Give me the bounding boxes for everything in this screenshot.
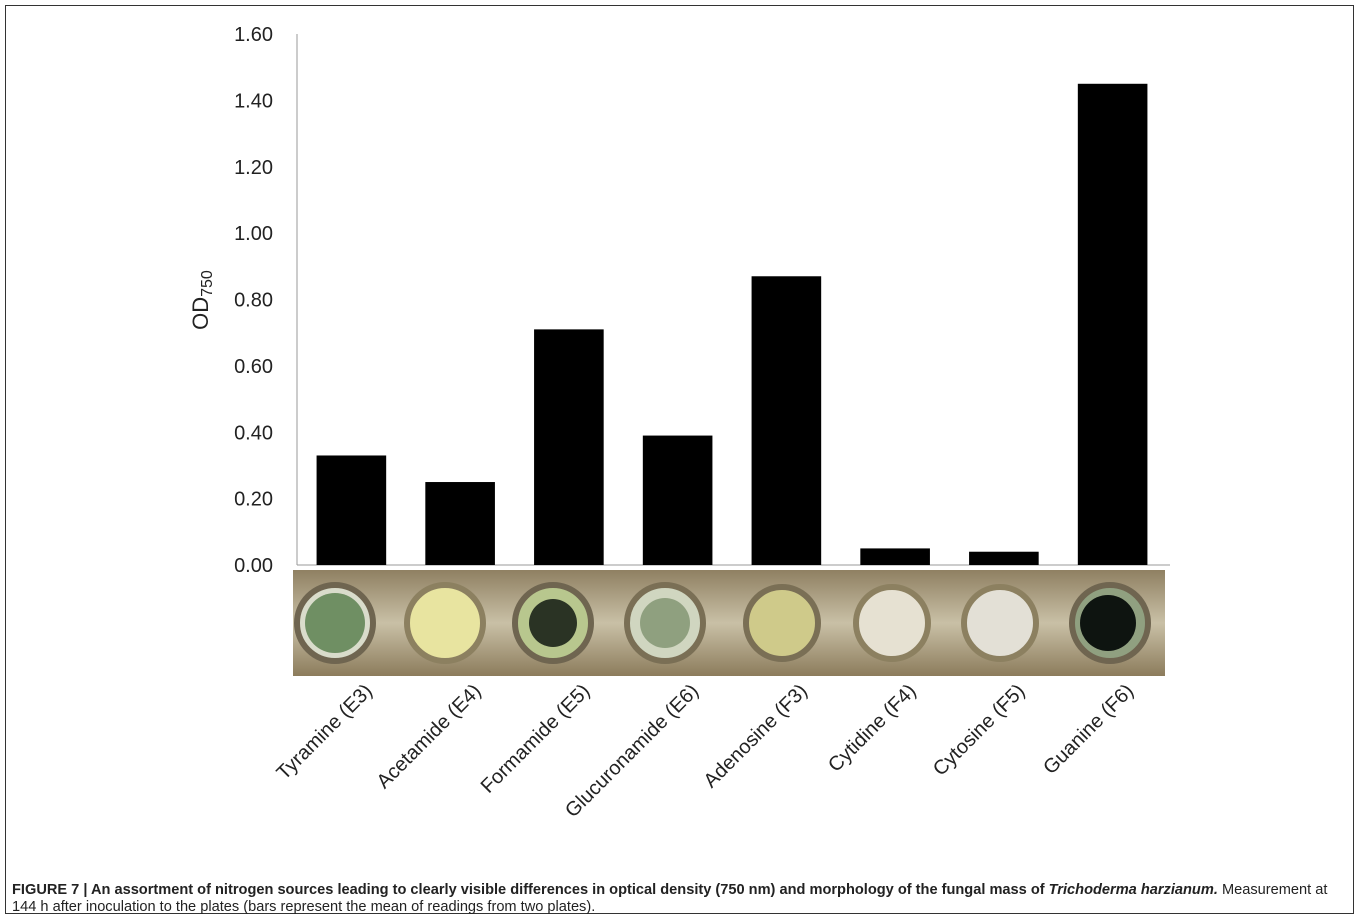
x-tick-label: Adenosine (F3) bbox=[700, 680, 812, 792]
x-tick-label: Tyramine (E3) bbox=[273, 680, 377, 784]
y-tick-label: 0.60 bbox=[234, 356, 273, 378]
x-tick-label: Acetamide (E4) bbox=[373, 680, 486, 793]
caption-lead: FIGURE 7 | An assortment of nitrogen sou… bbox=[12, 882, 1045, 898]
caption: FIGURE 7 | An assortment of nitrogen sou… bbox=[12, 882, 1352, 916]
x-tick-label: Guanine (F6) bbox=[1039, 680, 1138, 779]
bar bbox=[317, 455, 387, 565]
bar bbox=[752, 276, 822, 565]
bar bbox=[969, 552, 1039, 565]
y-tick-label: 1.20 bbox=[234, 157, 273, 179]
y-tick-label: 0.00 bbox=[234, 555, 273, 577]
x-tick-label: Formamide (E5) bbox=[477, 680, 595, 798]
bar bbox=[1078, 84, 1148, 565]
y-tick-label: 0.20 bbox=[234, 489, 273, 511]
y-tick-label: 1.00 bbox=[234, 223, 273, 245]
y-axis-label-main: OD bbox=[188, 297, 213, 330]
y-tick-label: 1.40 bbox=[234, 90, 273, 112]
plate-photo bbox=[293, 570, 1165, 676]
y-axis-label-subscript: 750 bbox=[199, 270, 216, 297]
caption-species: Trichoderma harzianum. bbox=[1049, 882, 1218, 898]
y-axis-label: OD750 bbox=[188, 270, 216, 330]
page: OD750 0.00 0.20 0.40 0.60 0.80 1.00 1.20 1.40 1.… bbox=[0, 0, 1361, 922]
x-tick-label: Cytidine (F4) bbox=[824, 680, 921, 777]
bar bbox=[643, 436, 713, 565]
y-tick-label: 0.80 bbox=[234, 290, 273, 312]
x-tick-label: Cytosine (F5) bbox=[929, 680, 1029, 780]
y-tick-label: 1.60 bbox=[234, 24, 273, 46]
bar bbox=[425, 482, 495, 565]
y-tick-label: 0.40 bbox=[234, 422, 273, 444]
chart: OD750 0.00 0.20 0.40 0.60 0.80 1.00 1.20 1.40 1.… bbox=[0, 0, 1361, 880]
bar bbox=[534, 329, 604, 565]
bar bbox=[860, 548, 930, 565]
